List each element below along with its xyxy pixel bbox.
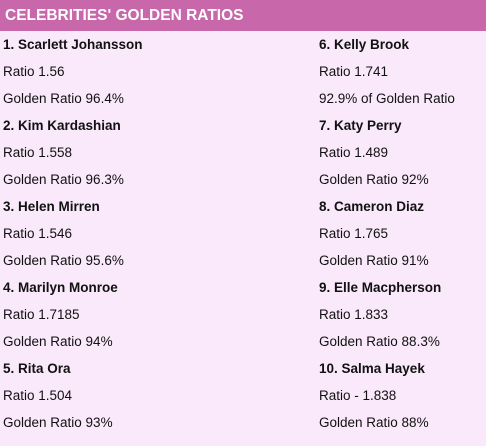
celebrity-name: 1. Scarlett Johansson (3, 37, 143, 52)
celebrity-entry: 9. Elle Macpherson Ratio 1.833 Golden Ra… (319, 274, 455, 355)
celebrity-name: 7. Katy Perry (319, 118, 402, 133)
celebrity-name: 8. Cameron Diaz (319, 199, 425, 214)
celebrity-golden-ratio: Golden Ratio 95.6% (3, 253, 124, 268)
celebrity-ratio: Ratio 1.765 (319, 226, 389, 241)
celebrity-name: 10. Salma Hayek (319, 361, 425, 376)
celebrity-ratio: Ratio 1.546 (3, 226, 73, 241)
celebrity-golden-ratio: Golden Ratio 88.3% (319, 334, 440, 349)
celebrity-golden-ratio: Golden Ratio 93% (3, 415, 113, 430)
celebrity-ratio: Ratio - 1.838 (319, 388, 397, 403)
right-column: 6. Kelly Brook Ratio 1.741 92.9% of Gold… (319, 31, 455, 436)
celebrity-ratio: Ratio 1.7185 (3, 307, 80, 322)
celebrity-golden-ratio: 92.9% of Golden Ratio (319, 91, 455, 106)
celebrity-name: 2. Kim Kardashian (3, 118, 121, 133)
celebrity-ratio: Ratio 1.833 (319, 307, 389, 322)
celebrity-golden-ratio: Golden Ratio 92% (319, 172, 429, 187)
left-column: 1. Scarlett Johansson Ratio 1.56 Golden … (3, 31, 143, 436)
celebrity-entry: 3. Helen Mirren Ratio 1.546 Golden Ratio… (3, 193, 143, 274)
celebrity-entry: 7. Katy Perry Ratio 1.489 Golden Ratio 9… (319, 112, 455, 193)
celebrity-golden-ratio: Golden Ratio 96.3% (3, 172, 124, 187)
celebrity-golden-ratio: Golden Ratio 96.4% (3, 91, 124, 106)
celebrity-ratio: Ratio 1.489 (319, 145, 389, 160)
panel-header: CELEBRITIES' GOLDEN RATIOS (0, 0, 486, 31)
panel-title: CELEBRITIES' GOLDEN RATIOS (5, 6, 244, 24)
celebrity-ratio: Ratio 1.741 (319, 64, 389, 79)
celebrity-entry: 10. Salma Hayek Ratio - 1.838 Golden Rat… (319, 355, 455, 436)
celebrity-golden-ratio: Golden Ratio 88% (319, 415, 429, 430)
celebrity-entry: 6. Kelly Brook Ratio 1.741 92.9% of Gold… (319, 31, 455, 112)
celebrity-name: 4. Marilyn Monroe (3, 280, 118, 295)
celebrity-name: 9. Elle Macpherson (319, 280, 442, 295)
celebrity-name: 3. Helen Mirren (3, 199, 100, 214)
celebrity-golden-ratio: Golden Ratio 94% (3, 334, 113, 349)
celebrity-ratio: Ratio 1.56 (3, 64, 65, 79)
celebrity-entry: 5. Rita Ora Ratio 1.504 Golden Ratio 93% (3, 355, 143, 436)
celebrity-golden-ratio: Golden Ratio 91% (319, 253, 429, 268)
celebrity-ratio: Ratio 1.504 (3, 388, 73, 403)
celebrity-entry: 4. Marilyn Monroe Ratio 1.7185 Golden Ra… (3, 274, 143, 355)
celebrity-entry: 8. Cameron Diaz Ratio 1.765 Golden Ratio… (319, 193, 455, 274)
celebrity-name: 6. Kelly Brook (319, 37, 410, 52)
celebrity-entry: 1. Scarlett Johansson Ratio 1.56 Golden … (3, 31, 143, 112)
celebrity-ratio: Ratio 1.558 (3, 145, 73, 160)
celebrity-name: 5. Rita Ora (3, 361, 71, 376)
celebrity-entry: 2. Kim Kardashian Ratio 1.558 Golden Rat… (3, 112, 143, 193)
